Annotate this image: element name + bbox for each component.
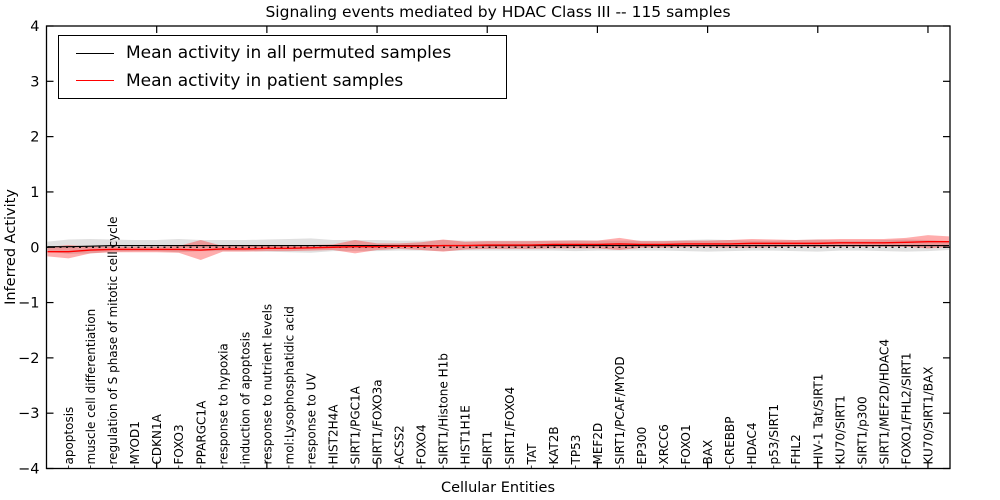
legend-line-black [76,52,114,54]
x-category-label: SIRT1/FOXO4 [503,387,517,465]
x-category-label: SIRT1/FOXO3a [371,379,385,464]
x-category-label: KU70/SIRT1 [833,395,847,464]
x-category-label: SIRT1/p300 [855,396,869,464]
y-tick-label: 3 [30,74,39,90]
y-tick-label: 4 [30,19,39,35]
y-tick-label: −1 [18,296,39,312]
x-category-label: KU70/SIRT1/BAX [921,367,935,465]
x-category-label: HIST2H4A [326,404,340,465]
x-category-label: apoptosis [62,407,76,465]
x-category-label: CREBBP [723,417,737,465]
y-axis-title: Inferred Activity [3,189,19,305]
x-category-label: ACSS2 [393,425,407,464]
x-category-label: MEF2D [591,423,605,465]
plot-layer: apoptosis muscle cell differentiation regu… [18,19,951,478]
x-category-label: KAT2B [547,426,561,464]
legend-label: Mean activity in all permuted samples [126,43,452,64]
x-category-label: muscle cell differentiation [84,309,98,465]
legend: Mean activity in all permuted samples Me… [58,35,507,99]
x-category-label: SIRT1/MEF2D/HDAC4 [877,339,891,464]
legend-item-patient: Mean activity in patient samples [59,71,506,91]
band-patient [47,235,949,260]
x-category-label: response to UV [304,373,318,465]
legend-label: Mean activity in patient samples [126,70,404,91]
x-category-label: SIRT1/Histone H1b [437,353,451,464]
chart-title: Signaling events mediated by HDAC Class … [265,3,730,21]
y-tick-label: 0 [30,240,39,256]
x-axis-title: Cellular Entities [441,480,555,496]
y-tick-label: 1 [30,185,39,201]
x-category-label: response to nutrient levels [260,304,274,465]
x-category-label: PPARGC1A [194,400,208,465]
x-category-label: FHL2 [789,434,803,464]
legend-line-red [76,80,114,82]
band-permuted [47,238,949,254]
y-tick-label: −3 [18,406,39,422]
x-category-label: MYOD1 [128,421,142,464]
line-patient [47,241,949,253]
x-category-label: FOXO1/FHL2/SIRT1 [899,352,913,464]
x-category-label: TP53 [569,435,583,466]
x-category-label: BAX [701,440,715,465]
x-category-label: TAT [525,443,539,466]
x-category-label: CDKN1A [150,413,164,464]
x-category-label: response to hypoxia [216,343,230,464]
y-tick-label: −4 [18,462,39,478]
x-category-label: HIV-1 Tat/SIRT1 [811,374,825,465]
x-category-label: HIST1H1E [459,405,473,464]
x-category-label: mol:Lysophosphatidic acid [282,306,296,464]
y-tick-label: −2 [18,351,39,367]
x-category-label: FOXO1 [679,424,693,464]
x-category-label: SIRT1 [481,431,495,465]
x-category-label: induction of apoptosis [238,332,252,465]
x-category-label: p53/SIRT1 [767,404,781,465]
x-category-label: regulation of S phase of mitotic cell cy… [106,217,120,465]
x-category-label: FOXO3 [172,424,186,464]
legend-item-permuted: Mean activity in all permuted samples [59,43,506,63]
x-category-label: FOXO4 [415,424,429,464]
x-category-label: HDAC4 [745,422,759,464]
x-category-label: SIRT1/PCAF/MYOD [613,356,627,464]
y-tick-label: 2 [30,130,39,146]
x-category-label: XRCC6 [657,424,671,464]
x-category-label: SIRT1/PGC1A [349,385,363,464]
x-category-label: EP300 [635,427,649,465]
